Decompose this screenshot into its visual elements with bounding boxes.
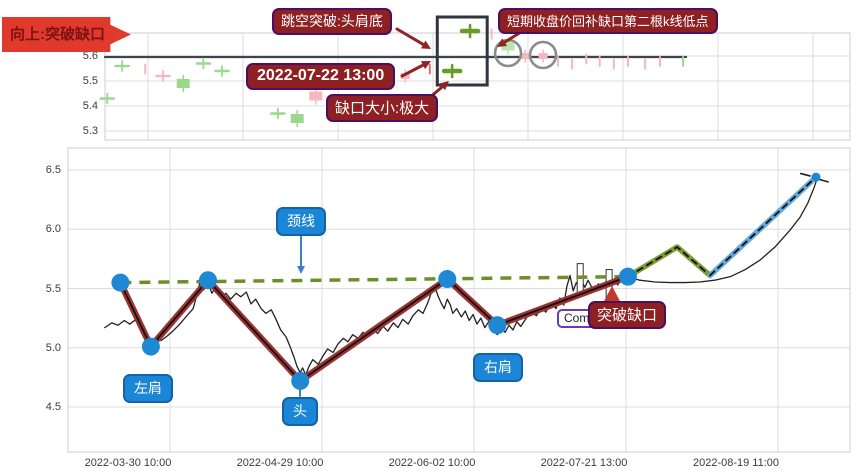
y-tick-label: 5.5 xyxy=(82,75,98,87)
y-tick-label: 5.6 xyxy=(82,50,98,62)
y-tick-label: 6.5 xyxy=(45,164,61,176)
head-label: 头 xyxy=(282,397,318,426)
up-breakout-gap-banner: 向上:突破缺口 xyxy=(2,17,131,52)
y-tick-label: 6.0 xyxy=(45,223,61,236)
short-term-fill-gap-label: 短期收盘价回补缺口第二根k线低点 xyxy=(498,8,718,34)
left-shoulder-label: 左肩 xyxy=(123,374,173,403)
x-tick-label: 2022-06-02 10:00 xyxy=(388,457,476,469)
x-tick-label: 2022-08-19 11:00 xyxy=(692,457,780,469)
x-tick-label: 2022-03-30 10:00 xyxy=(84,457,172,469)
y-tick-label: 5.3 xyxy=(82,125,98,137)
right-shoulder-label: 右肩 xyxy=(473,353,523,382)
y-tick-label: 5.0 xyxy=(45,341,61,354)
y-tick-label: 5.5 xyxy=(45,282,61,295)
x-tick-label: 2022-04-29 10:00 xyxy=(236,457,324,469)
gap-breakout-head-shoulders-label: 跳空突破:头肩底 xyxy=(272,8,392,35)
gap-size-label: 缺口大小:极大 xyxy=(326,94,439,122)
x-tick-label: 2022-07-21 13:00 xyxy=(540,457,628,469)
y-tick-label: 4.5 xyxy=(45,401,61,413)
neckline-label: 颈线 xyxy=(276,207,326,236)
breakout-gap-label: 突破缺口 xyxy=(588,301,667,329)
y-tick-label: 5.4 xyxy=(82,100,98,112)
datetime-label: 2022-07-22 13:00 xyxy=(246,63,396,90)
